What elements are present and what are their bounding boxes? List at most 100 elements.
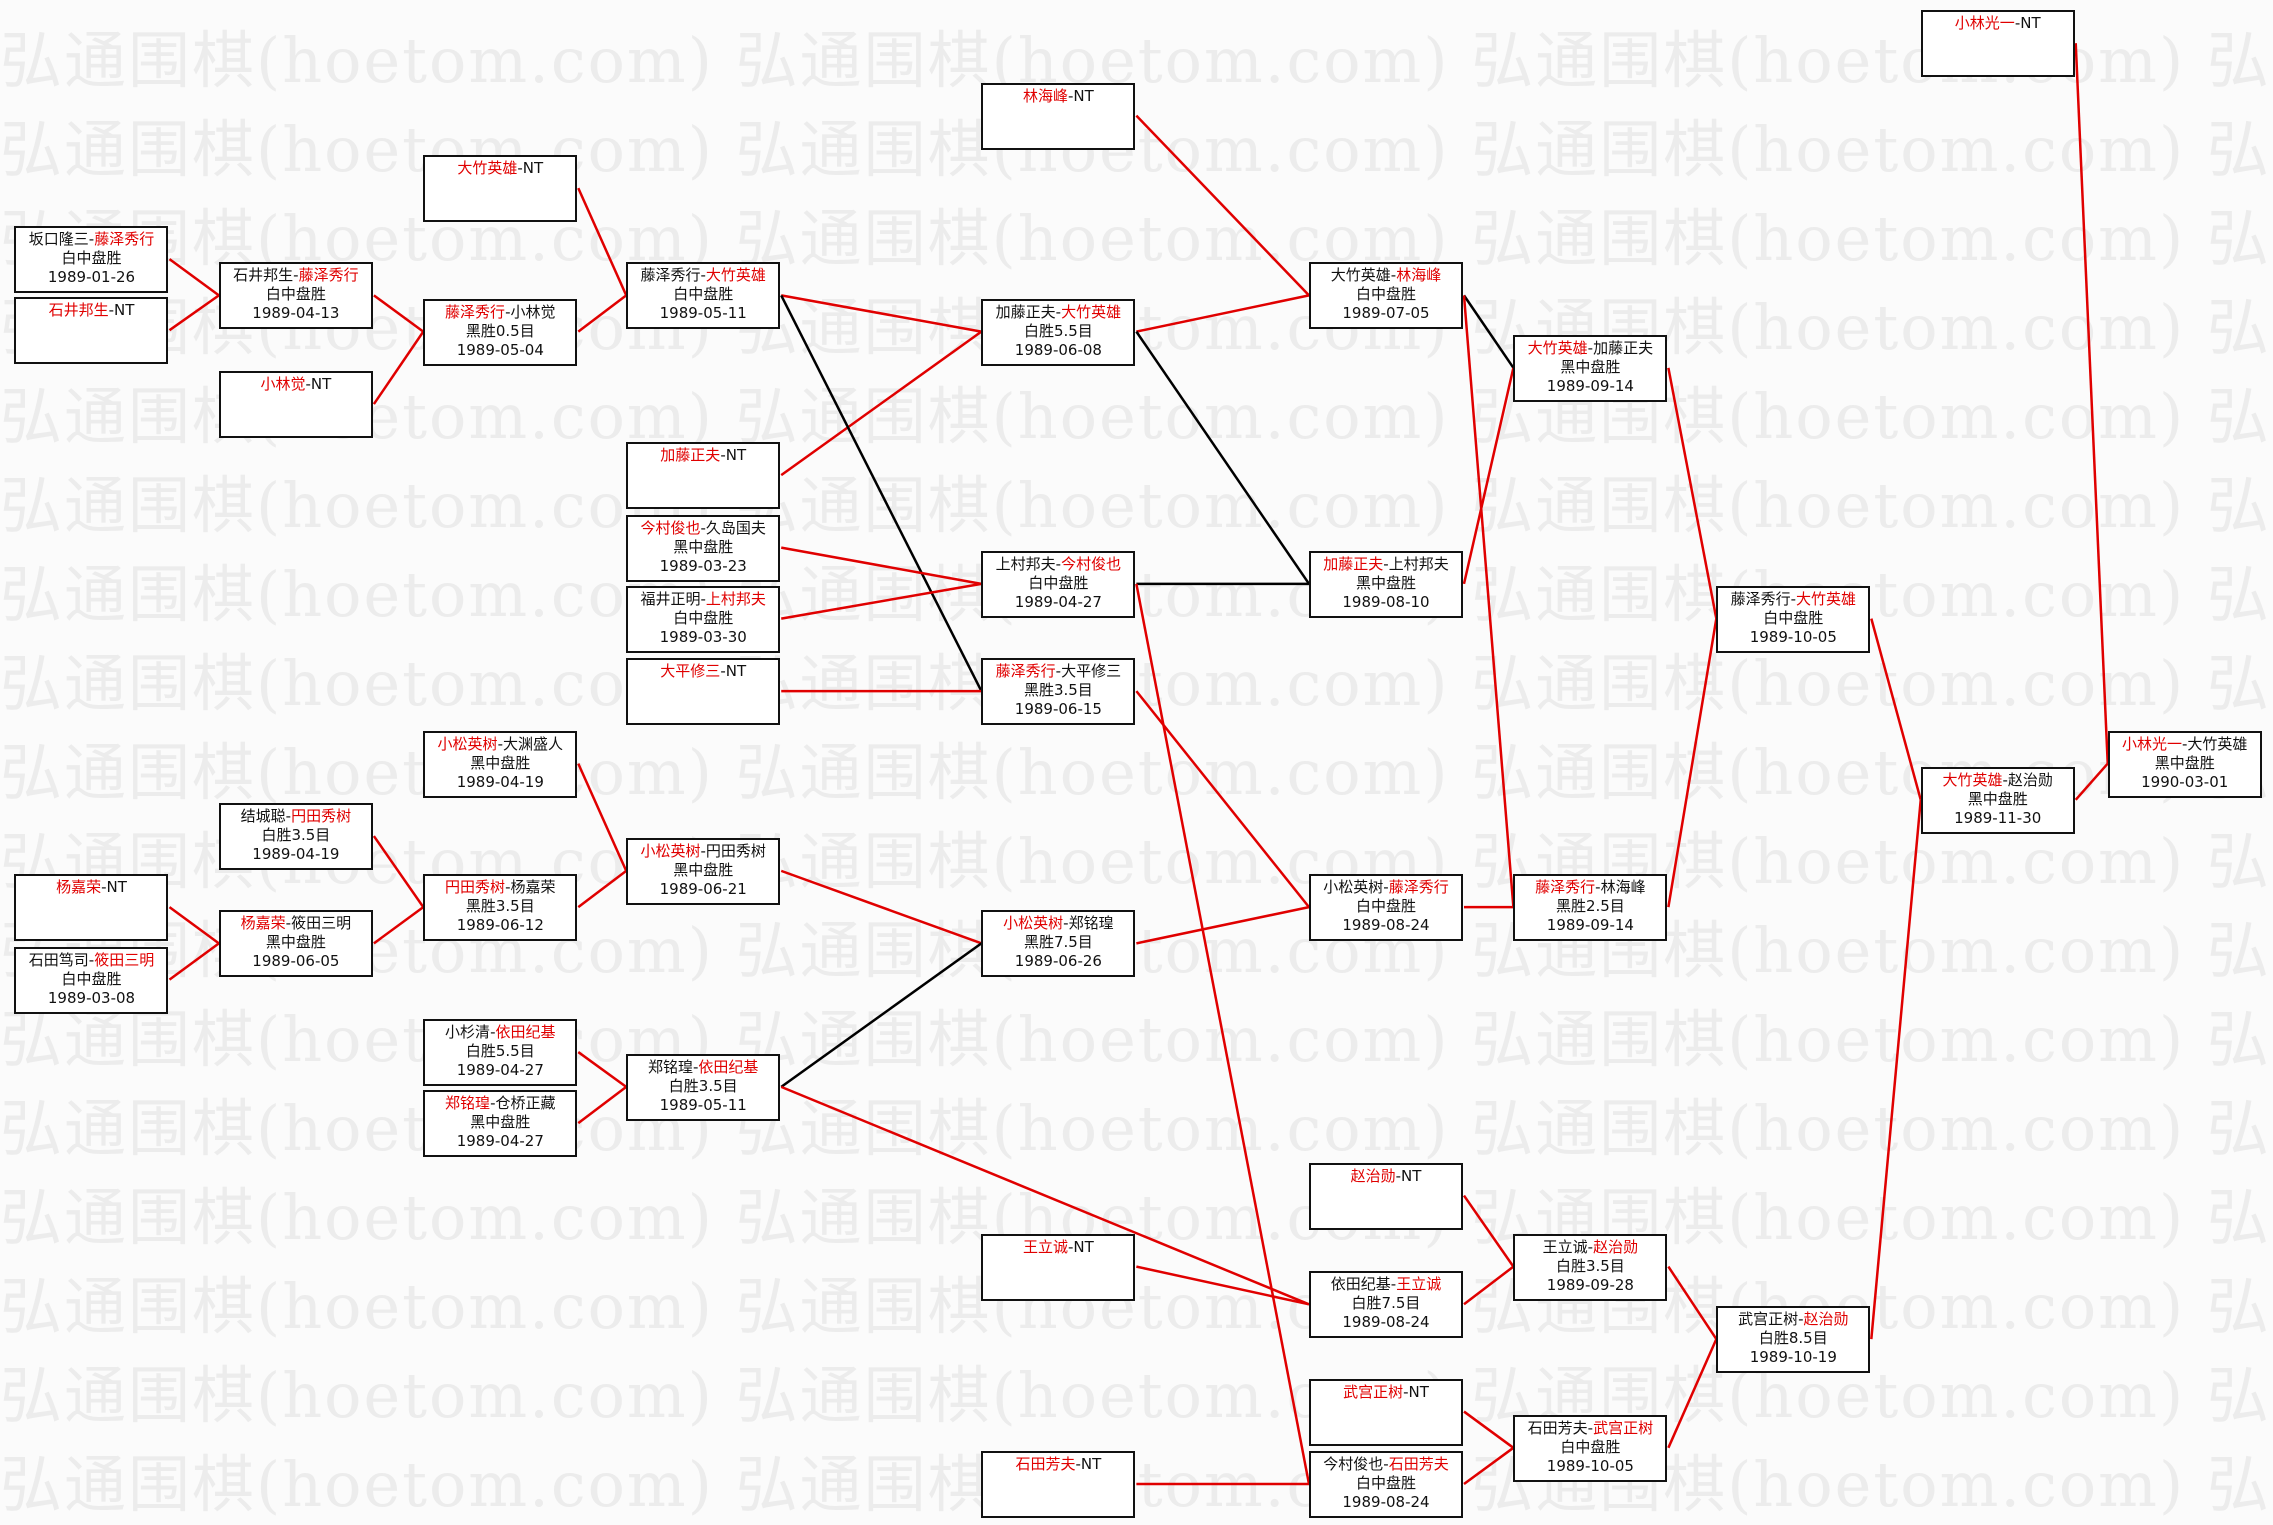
separator: - <box>505 302 511 321</box>
match-box[interactable]: 依田纪基-王立诚 白胜7.5目 1989-08-24 <box>1308 1271 1463 1339</box>
match-players: 石井邦生-藤泽秀行 <box>221 266 371 285</box>
bracket-connector <box>1463 1265 1515 1306</box>
separator: - <box>285 914 292 933</box>
match-box[interactable]: 大平修三-NT <box>626 658 781 726</box>
match-box[interactable]: 赵治勋-NT <box>1308 1162 1463 1230</box>
match-date: 1989-06-12 <box>456 916 544 935</box>
match-date: 1989-04-27 <box>1014 592 1102 611</box>
match-result: 黑中盘胜 <box>470 753 531 772</box>
match-box[interactable]: 小杉清-依田纪基 白胜5.5目 1989-04-27 <box>423 1019 578 1087</box>
match-date: 1989-03-08 <box>47 988 136 1007</box>
bracket-connector <box>1667 1338 1718 1449</box>
match-box[interactable]: 今村俊也-久岛国夫 黑中盘胜 1989-03-23 <box>626 514 781 582</box>
match-box[interactable]: 藤泽秀行-小林觉 黑胜0.5目 1989-05-04 <box>423 298 578 366</box>
match-date: 1989-06-08 <box>1014 340 1102 359</box>
separator: - <box>1383 554 1389 573</box>
separator: - <box>1595 878 1601 897</box>
match-box[interactable]: 小林光一-NT <box>1920 10 2075 78</box>
match-result: 白中盘胜 <box>1028 573 1089 592</box>
match-box[interactable]: 王立诚-赵治勋 白胜3.5目 1989-09-28 <box>1513 1233 1668 1301</box>
match-box[interactable]: 林海峰-NT <box>981 82 1136 150</box>
match-box[interactable]: 大竹英雄-NT <box>423 155 578 223</box>
player-black: 杨嘉荣 <box>240 914 286 933</box>
match-box[interactable]: 杨嘉荣-筱田三明 黑中盘胜 1989-06-05 <box>218 910 373 978</box>
match-date: 1989-08-24 <box>1342 1313 1430 1332</box>
match-players: 武宫正树-赵治勋 <box>1718 1310 1868 1329</box>
match-box[interactable]: 杨嘉荣-NT <box>14 874 169 942</box>
bracket-connector <box>168 942 220 981</box>
match-box[interactable]: 加藤正夫-大竹英雄 白胜5.5目 1989-06-08 <box>981 298 1136 366</box>
player-black: 王立诚 <box>1022 1237 1068 1256</box>
player-white: 大平修三 <box>1061 662 1122 681</box>
match-result: 白胜3.5目 <box>1555 1256 1625 1275</box>
separator: - <box>305 375 311 394</box>
match-box[interactable]: 小松英树-郑铭瑝 黑胜7.5目 1989-06-26 <box>981 910 1136 978</box>
separator: - <box>720 662 726 681</box>
separator: - <box>497 734 503 753</box>
player-black: 藤泽秀行 <box>1535 878 1596 897</box>
match-result: 白中盘胜 <box>1355 285 1416 304</box>
match-players: 郑铭瑝-依田纪基 <box>628 1058 778 1077</box>
match-box[interactable]: 石田笃司-筱田三明 白中盘胜 1989-03-08 <box>14 946 169 1014</box>
player-black: 武宫正树 <box>1343 1382 1404 1401</box>
match-box[interactable]: 藤泽秀行-大竹英雄 白中盘胜 1989-05-11 <box>626 262 781 330</box>
match-box[interactable]: 藤泽秀行-大平修三 黑胜3.5目 1989-06-15 <box>981 658 1136 726</box>
match-date: 1989-08-10 <box>1342 592 1430 611</box>
match-box[interactable]: 武宫正树-赵治勋 白胜8.5目 1989-10-19 <box>1716 1306 1871 1374</box>
separator: - <box>1063 914 1069 933</box>
match-box[interactable]: 藤泽秀行-林海峰 黑胜2.5目 1989-09-14 <box>1513 874 1668 942</box>
match-box[interactable]: 石田芳夫-武宫正树 白中盘胜 1989-10-05 <box>1513 1414 1668 1482</box>
match-box[interactable]: 大竹英雄-林海峰 白中盘胜 1989-07-05 <box>1308 262 1463 330</box>
match-box[interactable]: 今村俊也-石田芳夫 白中盘胜 1989-08-24 <box>1308 1451 1463 1519</box>
match-box[interactable]: 小松英树-藤泽秀行 白中盘胜 1989-08-24 <box>1308 874 1463 942</box>
match-result: 黑胜3.5目 <box>465 897 535 916</box>
separator: - <box>1587 1237 1594 1256</box>
match-players: 大竹英雄-NT <box>425 159 575 178</box>
match-box[interactable]: 藤泽秀行-大竹英雄 白中盘胜 1989-10-05 <box>1716 585 1871 653</box>
match-date: 1989-01-26 <box>47 268 136 287</box>
match-box[interactable]: 王立诚-NT <box>981 1233 1136 1301</box>
player-black: 小松英树 <box>1003 914 1064 933</box>
player-black: 石田笃司 <box>28 950 89 969</box>
match-box[interactable]: 武宫正树-NT <box>1308 1378 1463 1446</box>
bracket-connector <box>577 294 627 333</box>
match-players: 石田笃司-筱田三明 <box>16 951 166 970</box>
match-box[interactable]: 小林觉-NT <box>218 371 373 439</box>
match-box[interactable]: 小松英树-円田秀树 黑中盘胜 1989-06-21 <box>626 837 781 905</box>
match-result: 黑中盘胜 <box>1967 789 2028 808</box>
separator: - <box>1067 86 1074 105</box>
match-box[interactable]: 石田芳夫-NT <box>981 1451 1136 1519</box>
match-box[interactable]: 石井邦生-藤泽秀行 白中盘胜 1989-04-13 <box>218 262 373 330</box>
match-box[interactable]: 大竹英雄-赵治勋 黑中盘胜 1989-11-30 <box>1920 766 2075 834</box>
player-white: 赵治勋 <box>2007 770 2053 789</box>
match-players: 大竹英雄-赵治勋 <box>1923 771 2073 790</box>
match-box[interactable]: 郑铭瑝-依田纪基 白胜3.5目 1989-05-11 <box>626 1053 781 1121</box>
player-black: 小林光一 <box>2121 734 2182 753</box>
match-box[interactable]: 结城聪-円田秀树 白胜3.5目 1989-04-19 <box>218 803 373 871</box>
player-black: 大平修三 <box>660 662 721 681</box>
player-white: 大竹英雄 <box>1796 589 1857 608</box>
match-players: 小松英树-藤泽秀行 <box>1311 878 1461 897</box>
match-players: 小林光一-大竹英雄 <box>2110 735 2260 754</box>
match-box[interactable]: 小松英树-大渊盛人 黑中盘胜 1989-04-19 <box>423 730 578 798</box>
match-box[interactable]: 小林光一-大竹英雄 黑中盘胜 1990-03-01 <box>2107 730 2262 798</box>
match-box[interactable]: 大竹英雄-加藤正夫 黑中盘胜 1989-09-14 <box>1513 334 1668 402</box>
match-box[interactable]: 郑铭瑝-仓桥正藏 黑中盘胜 1989-04-27 <box>423 1090 578 1158</box>
match-box[interactable]: 坂口隆三-藤泽秀行 白中盘胜 1989-01-26 <box>14 226 169 294</box>
match-box[interactable]: 円田秀树-杨嘉荣 黑胜3.5目 1989-06-12 <box>423 874 578 942</box>
match-players: 坂口隆三-藤泽秀行 <box>16 230 166 249</box>
match-players: 小松英树-郑铭瑝 <box>983 914 1133 933</box>
bracket-connector <box>780 330 983 477</box>
match-players: 结城聪-円田秀树 <box>221 807 371 826</box>
match-date: 1989-04-13 <box>252 304 340 323</box>
match-box[interactable]: 加藤正夫-上村邦夫 黑中盘胜 1989-08-10 <box>1308 550 1463 618</box>
match-box[interactable]: 福井正明-上村邦夫 白中盘胜 1989-03-30 <box>626 585 781 653</box>
player-white: NT <box>2020 14 2041 33</box>
match-date: 1989-04-19 <box>456 772 544 791</box>
match-box[interactable]: 上村邦夫-今村俊也 白中盘胜 1989-04-27 <box>981 550 1136 618</box>
match-box[interactable]: 加藤正夫-NT <box>626 442 781 510</box>
bracket-connector <box>2074 43 2109 764</box>
match-result: 白中盘胜 <box>673 608 734 627</box>
match-box[interactable]: 石井邦生-NT <box>14 297 169 365</box>
player-white: 円田秀树 <box>705 841 766 860</box>
